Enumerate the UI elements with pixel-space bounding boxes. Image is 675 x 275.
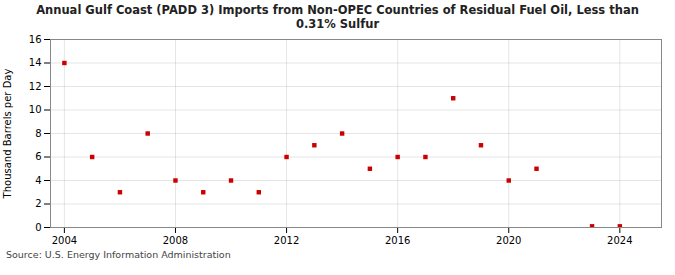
svg-text:2008: 2008 — [163, 235, 188, 246]
svg-text:6: 6 — [35, 151, 41, 162]
svg-text:12: 12 — [29, 81, 42, 92]
svg-text:2: 2 — [35, 198, 41, 209]
html-text:Source: U.S. Energy Informatio: Source: U.S. Energy Information Administ… — [6, 249, 231, 260]
svg-text:14: 14 — [29, 57, 42, 68]
html-text:Annual Gulf Coast (PADD 3) Imp: Annual Gulf Coast (PADD 3) Imports from … — [36, 3, 639, 31]
svg-text:10: 10 — [29, 104, 42, 115]
svg-text:4: 4 — [35, 175, 41, 186]
svg-text:2016: 2016 — [385, 235, 410, 246]
svg-text:2024: 2024 — [607, 235, 632, 246]
svg-text:2004: 2004 — [52, 235, 77, 246]
svg-text:16: 16 — [29, 34, 42, 45]
svg-text:Thousand Barrels per Day: Thousand Barrels per Day — [2, 69, 13, 200]
svg-text:2012: 2012 — [274, 235, 299, 246]
svg-text:0: 0 — [35, 222, 41, 233]
svg-text:2020: 2020 — [496, 235, 521, 246]
svg-text:8: 8 — [35, 128, 41, 139]
